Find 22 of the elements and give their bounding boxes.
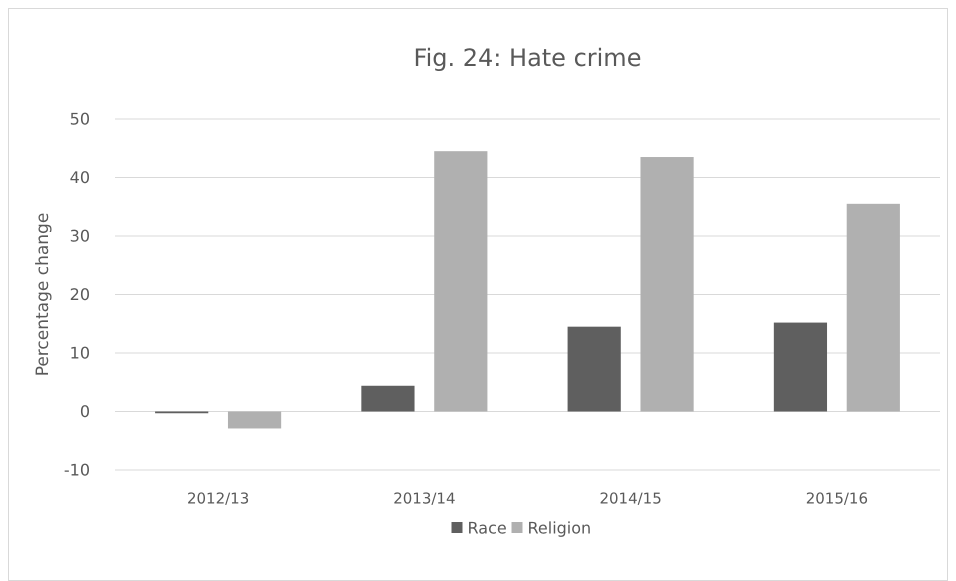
legend-label: Religion <box>528 518 592 538</box>
chart-title: Fig. 24: Hate crime <box>414 44 642 72</box>
bar <box>846 204 900 412</box>
y-tick-label: 50 <box>70 110 90 129</box>
y-tick-label: -10 <box>64 460 90 480</box>
bar <box>774 322 828 412</box>
bar <box>434 151 488 412</box>
y-tick-label: 30 <box>70 226 90 246</box>
bar <box>568 326 621 412</box>
y-tick-label: 40 <box>70 168 90 188</box>
legend-label: Race <box>468 518 507 538</box>
x-tick-label: 2013/14 <box>393 489 456 508</box>
y-tick-label: 20 <box>70 285 90 304</box>
bar <box>228 412 282 428</box>
y-tick-label: 0 <box>80 402 90 422</box>
y-tick-label: 10 <box>70 344 90 363</box>
x-tick-label: 2014/15 <box>599 489 662 508</box>
bar <box>361 386 415 412</box>
y-axis-title: Percentage change <box>33 212 53 376</box>
x-tick-label: 2012/13 <box>186 489 250 508</box>
bar <box>640 157 694 412</box>
x-tick-label: 2015/16 <box>806 489 868 508</box>
